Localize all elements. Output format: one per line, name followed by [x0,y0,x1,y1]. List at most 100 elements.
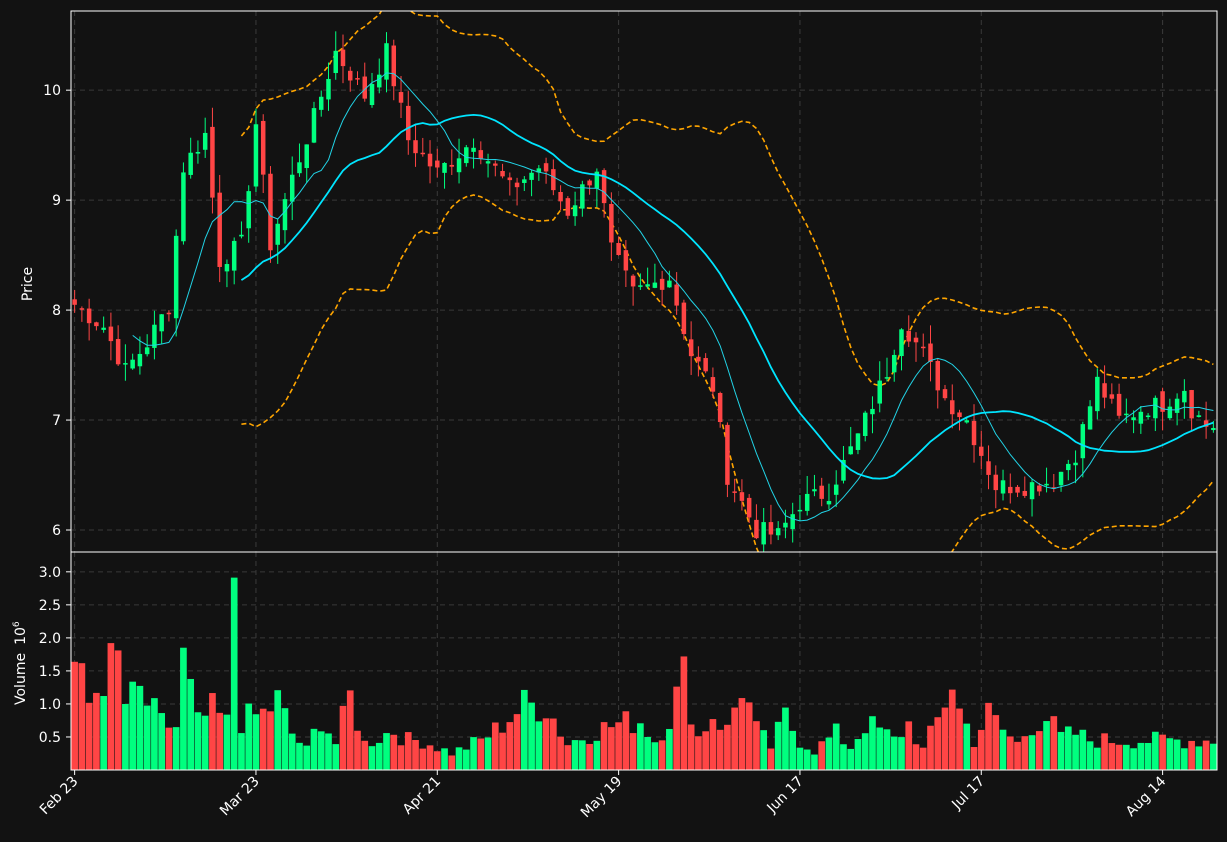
volume-bar [1115,744,1123,770]
candle-body [1087,406,1093,430]
price-tick-label: 10 [43,83,61,99]
candle-body [957,412,962,418]
candle-body [862,412,868,436]
candle-body [1037,485,1042,492]
candle-body [667,280,672,288]
volume-bar [615,722,622,770]
volume-bar [876,727,884,770]
volume-bar [948,689,956,770]
candle-body [318,96,324,110]
volume-bar [354,730,361,770]
volume-bar [426,745,434,770]
candle-body [188,152,193,175]
volume-bar [303,745,311,770]
volume-bar [448,755,456,770]
volume-bar [941,707,949,770]
volume-bar [644,736,651,770]
candle-body [1015,486,1020,493]
candle-body [899,329,904,357]
candle-body [543,163,549,172]
volume-bar [122,704,129,770]
volume-bar [549,718,557,770]
volume-bar [1130,748,1137,770]
volume-tick-label: 3.0 [39,565,61,581]
volume-bar [390,734,398,770]
candle-body [435,160,440,168]
volume-bar [230,577,238,770]
volume-tick-label: 2.0 [39,631,61,647]
volume-bar [470,737,477,770]
price-tick-label: 9 [52,193,61,209]
candle-body [710,377,716,392]
volume-bar [600,722,608,770]
volume-bar [767,748,775,770]
volume-bar [869,716,876,770]
volume-bar [180,647,187,770]
candle-body [601,170,607,204]
volume-bar [1057,731,1065,770]
volume-bar [1086,741,1094,770]
volume-bar [165,727,173,770]
volume-bar [905,721,913,770]
candle-body [1196,415,1202,417]
volume-tick-label: 2.5 [39,598,61,614]
ma-fast-line [132,72,1214,522]
volume-bar [404,732,412,770]
price-tick-label: 7 [52,413,61,429]
candle-body [833,484,839,495]
candle-body [986,461,991,475]
candle-body [500,170,505,177]
candle-body [529,172,534,180]
candle-body [1211,427,1216,431]
volume-tick-label: 0.5 [39,730,61,746]
candle-body [79,308,85,310]
candle-body [246,191,251,229]
candle-body [848,446,853,455]
candle-body [268,173,273,251]
candle-body [775,528,781,536]
candle-body [609,203,614,243]
volume-bar [992,715,1000,770]
candle-body [1174,398,1180,413]
candle-body [1080,424,1086,459]
candle-body [1029,482,1035,500]
candle-body [514,182,520,188]
bollinger-lower-line [241,194,1215,552]
volume-bar [861,733,869,770]
candle-body [688,339,694,357]
volume-bar [310,728,318,770]
volume-bar [107,643,115,770]
volume-bar [158,713,166,770]
candle-body [384,43,389,80]
candle-body [1131,417,1136,421]
volume-bar [368,746,376,770]
candle-body [826,500,832,505]
candle-body [173,235,179,319]
volume-bar [724,724,731,770]
candle-body [551,169,556,191]
volume-bar [687,724,695,770]
candle-body [471,147,476,152]
ma-slow-line [240,113,1214,480]
volume-bar [898,737,905,770]
volume-bar [136,685,144,770]
volume-bar [187,678,195,770]
candle-body [1051,487,1057,489]
volume-bar [93,692,100,770]
volume-bar [716,729,724,770]
volume-bar [542,718,550,770]
volume-bar [383,733,390,770]
candle-body [1044,483,1049,486]
candle-body [797,509,803,512]
candle-body [761,522,766,545]
volume-bar [673,686,680,770]
candle-body [594,171,600,189]
volume-bar [927,725,934,770]
volume-y-ticks: 0.5 1.0 1.5 2.0 2.5 3.0 [39,565,71,746]
volume-bar [209,693,216,770]
candle-body [72,299,77,305]
candle-body [427,153,433,167]
volume-bar [1195,746,1203,770]
candle-body [369,84,375,106]
